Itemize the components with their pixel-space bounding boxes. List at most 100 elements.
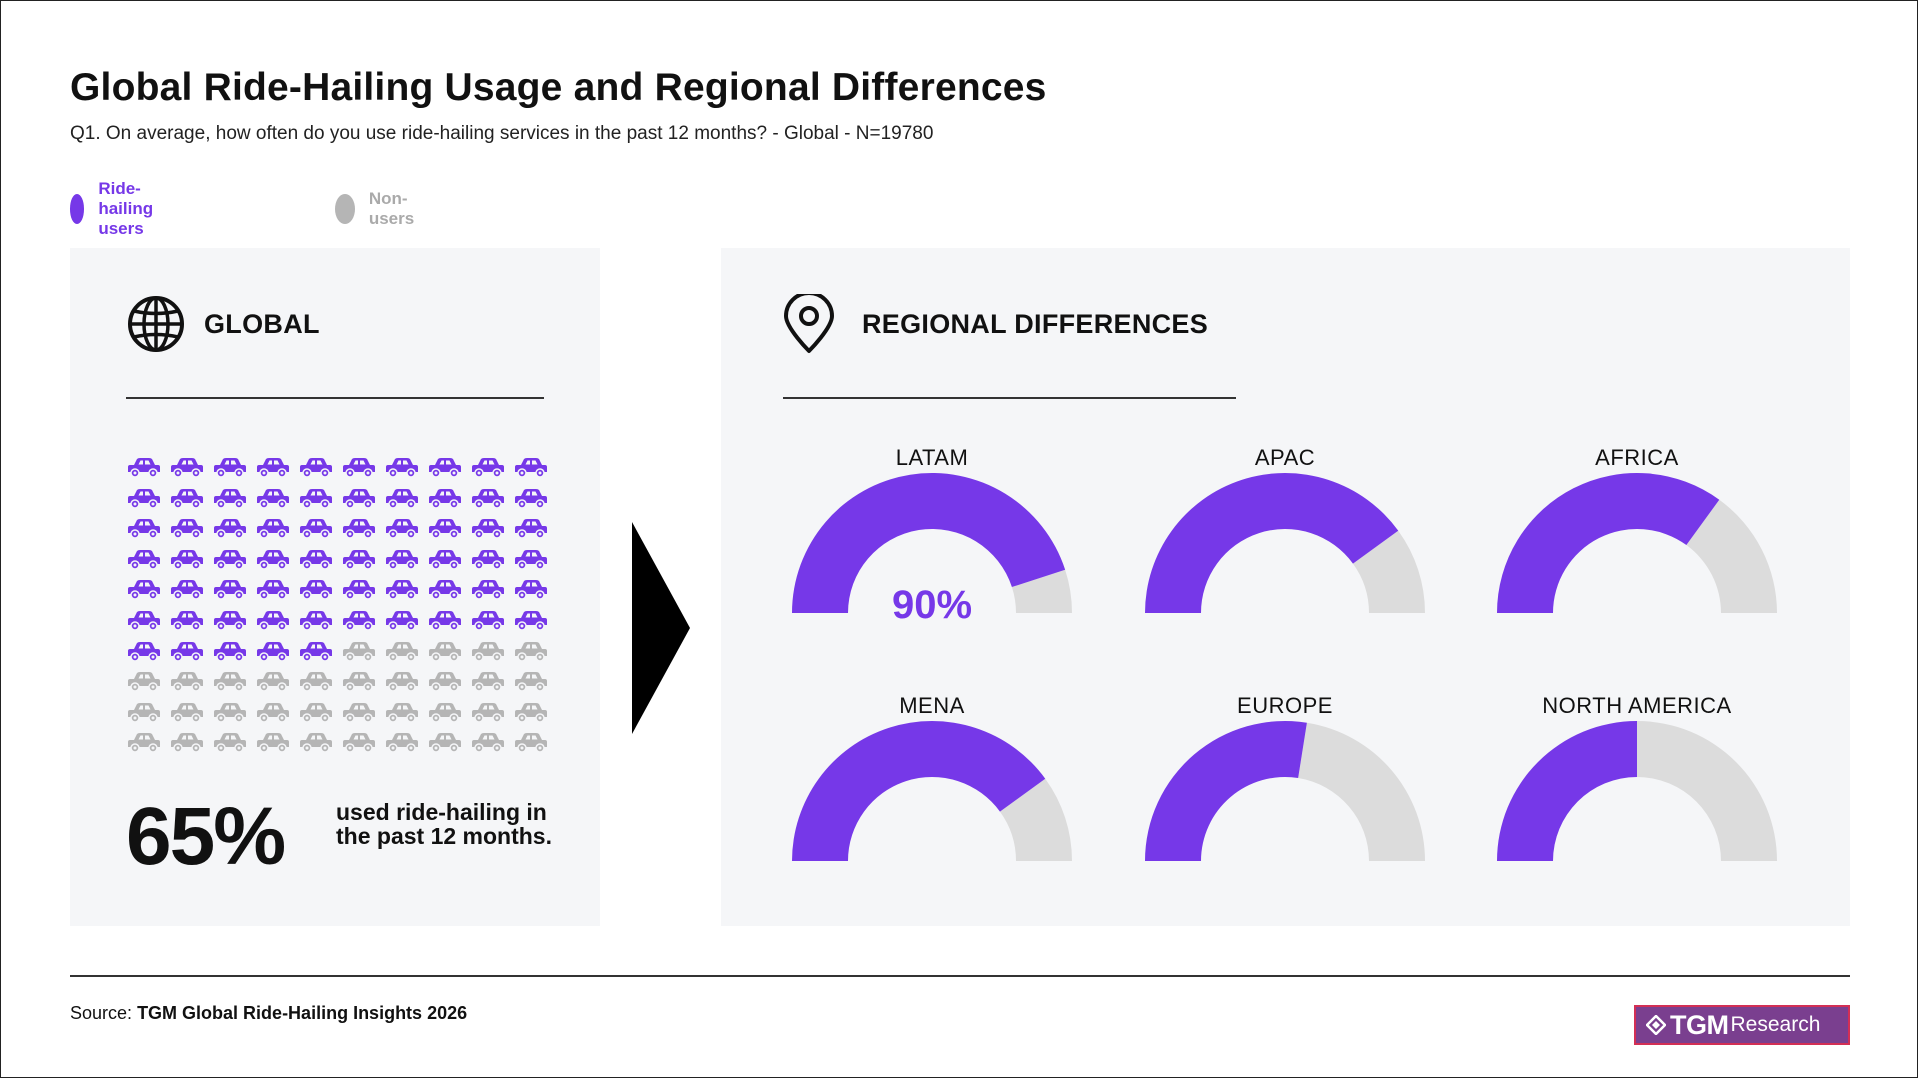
gauge-user-segment [1497,473,1720,613]
regional-panel [721,248,1850,926]
tgm-research-logo: TGM Research [1634,1005,1850,1045]
legend-dot-non-users [335,194,355,224]
gauge-arc [1145,473,1425,613]
car-icon-user [257,580,289,601]
gauge-non-user-segment [1686,499,1777,613]
gauge-arc [792,472,1072,613]
car-icon-non-user [128,672,160,692]
car-icon-user [472,611,504,631]
gauge-user-segment [1145,721,1307,861]
car-icon-user [472,458,504,478]
car-icon-non-user [386,733,418,754]
car-icon-user [386,488,418,509]
car-icon-non-user [300,733,332,754]
car-icon-user [300,580,332,601]
gauge-arc [1145,721,1425,861]
gauge-non-user-segment [1011,569,1072,613]
gauge-non-user-segment [1298,722,1425,861]
car-icon-user [257,549,289,570]
gauge-label: APAC [1254,445,1316,470]
car-icon-user [515,611,547,631]
source-prefix: Source: [70,1003,133,1023]
car-icon-user [472,580,504,601]
car-icon-user [343,519,375,539]
car-icon-user [171,488,203,509]
car-icon-user [257,519,289,539]
car-pictogram-grid [126,455,556,755]
car-icon-user [128,458,160,478]
legend-item-non-users: Non-users [335,189,424,228]
gauge-user-segment [792,721,1046,861]
car-icon-user [343,549,375,570]
gauge-arc [792,721,1072,861]
car-icon-user [343,611,375,631]
car-icon-user [257,458,289,478]
car-icon-user [429,458,461,478]
gauge-user-segment [1145,473,1399,613]
car-icon-user [429,611,461,631]
car-icon-non-user [300,672,332,692]
car-icon-user [214,519,246,539]
gauge-label: AFRICA [1595,445,1679,470]
gauge-north-america: NORTH AMERICA [1487,693,1787,893]
gauge-label: NORTH AMERICA [1542,693,1732,718]
car-icon-non-user [386,641,418,662]
car-icon-user [472,488,504,509]
car-icon-user [515,549,547,570]
car-icon-non-user [515,702,547,723]
global-heading-label: GLOBAL [204,308,320,339]
car-icon-user [257,488,289,509]
car-icon-user [171,611,203,631]
car-icon-non-user [429,641,461,662]
car-icon-user [386,519,418,539]
car-icon-user [472,519,504,539]
gauge-latam: LATAM 90% [782,445,1082,645]
car-icon-user [386,611,418,631]
car-icon-non-user [386,672,418,692]
car-icon-non-user [300,702,332,723]
car-icon-user [128,611,160,631]
car-icon-user [128,641,160,662]
logo-main-text: TGM [1670,1009,1729,1040]
car-icon-non-user [128,702,160,723]
car-icon-non-user [171,733,203,754]
car-icon-non-user [171,672,203,692]
gauge-user-segment [792,472,1066,613]
car-icon-non-user [515,641,547,662]
global-big-value: 65% [126,791,286,882]
car-icon-user [300,488,332,509]
car-icon-user [214,580,246,601]
car-icon-user [257,611,289,631]
gauge-non-user-segment [1352,530,1425,613]
car-icon-user [128,580,160,601]
car-icon-user [386,549,418,570]
car-icon-non-user [343,733,375,754]
car-icon-user [300,641,332,662]
regional-heading: REGIONAL DIFFERENCES [782,294,1208,354]
gauge-africa: AFRICA [1487,445,1787,645]
gauge-label: LATAM [895,445,969,470]
car-icon-non-user [472,672,504,692]
car-icon-user [386,458,418,478]
global-panel [70,248,600,926]
legend-label-non-users: Non-users [368,189,415,228]
car-icon-user [343,580,375,601]
car-icon-user [128,519,160,539]
car-icon-user [214,641,246,662]
car-icon-user [515,488,547,509]
legend-label-users: Ride-hailing users [98,179,154,238]
gauge-apac: APAC [1135,445,1435,645]
gauge-mena: MENA [782,693,1082,893]
car-icon-user [429,549,461,570]
car-icon-user [386,580,418,601]
page-subtitle: Q1. On average, how often do you use rid… [70,123,934,144]
car-icon-non-user [257,733,289,754]
location-pin-icon [784,294,834,353]
car-icon-user [214,549,246,570]
car-icon-user [171,580,203,601]
car-icon-user [515,580,547,601]
car-icon-non-user [257,672,289,692]
gauge-label: MENA [899,693,965,718]
car-icon-user [171,641,203,662]
arrow-right-icon [632,522,690,734]
